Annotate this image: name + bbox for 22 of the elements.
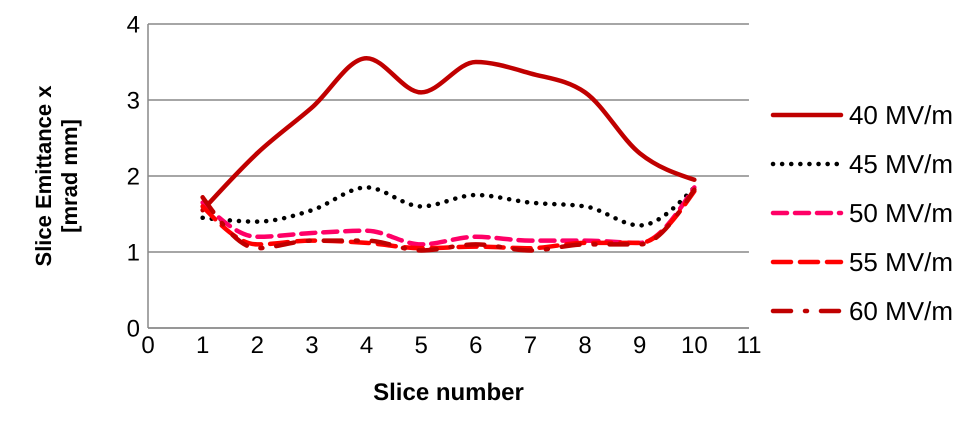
legend-label: 40 MV/m	[848, 100, 953, 130]
x-tick-label: 9	[633, 332, 646, 360]
x-tick-label: 3	[305, 332, 319, 360]
x-tick-label: 7	[524, 332, 538, 360]
x-tick-label: 4	[360, 332, 374, 360]
legend-label: 50 MV/m	[848, 198, 953, 228]
x-tick-label: 5	[414, 332, 428, 360]
x-tick-label: 2	[250, 332, 264, 360]
y-tick-label: 1	[126, 240, 140, 267]
x-tick-label: 10	[680, 332, 708, 360]
y-axis-title: Slice Emittance x [mrad mm]	[31, 84, 82, 266]
x-tick-label: 8	[578, 332, 592, 360]
y-tick-label: 3	[126, 88, 140, 115]
x-tick-label: 11	[736, 332, 762, 360]
legend-label: 55 MV/m	[848, 246, 953, 278]
y-tick-label: 4	[126, 12, 140, 39]
x-tick-label: 1	[196, 332, 210, 360]
y-tick-label: 2	[126, 164, 140, 191]
x-tick-label: 6	[469, 332, 482, 360]
legend-label: 45 MV/m	[848, 148, 953, 180]
x-axis-title: Slice number	[373, 379, 524, 406]
legend-label: 60 MV/m	[848, 296, 953, 326]
